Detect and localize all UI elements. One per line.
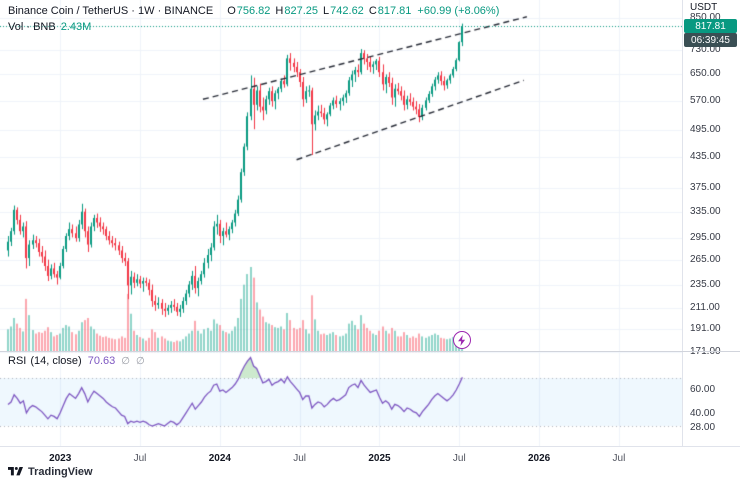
price-axis-label: 211.00 bbox=[690, 301, 720, 313]
price-scale-currency: USDT bbox=[690, 2, 718, 13]
circle-slash-icon: ∅ bbox=[121, 356, 130, 367]
high-label: H bbox=[275, 5, 284, 17]
time-axis-label: 2026 bbox=[527, 453, 551, 464]
open-value: 756.82 bbox=[236, 5, 271, 17]
volume-label: Vol · BNB bbox=[8, 21, 56, 33]
price-axis-label: 335.00 bbox=[690, 205, 721, 217]
last-price-badge: 817.81 bbox=[684, 19, 737, 34]
low-value: 742.62 bbox=[330, 5, 364, 17]
price-axis-label: 235.00 bbox=[690, 279, 721, 291]
price-axis-label: 295.00 bbox=[690, 232, 721, 244]
tradingview-logo-text: TradingView bbox=[28, 466, 93, 478]
price-axis-label: 435.00 bbox=[690, 151, 721, 163]
countdown-badge: 06:39:45 bbox=[684, 33, 737, 48]
symbol-title[interactable]: Binance Coin / TetherUS · 1W · BINANCE bbox=[8, 5, 214, 17]
low-label: L bbox=[323, 5, 330, 17]
price-axis-label: 375.00 bbox=[690, 182, 721, 194]
open-label: O bbox=[227, 5, 236, 17]
time-axis-label: 2024 bbox=[208, 453, 231, 464]
time-axis-label: 2025 bbox=[368, 453, 391, 464]
price-axis-label: 191.00 bbox=[690, 322, 721, 334]
price-axis-label: 265.00 bbox=[690, 254, 721, 266]
time-axis-label: Jul bbox=[612, 453, 626, 464]
time-axis-label: 2023 bbox=[49, 453, 72, 464]
rsi-legend[interactable]: RSI (14, close) 70.63 ∅ ∅ bbox=[8, 355, 145, 368]
close-value: 817.81 bbox=[377, 5, 412, 17]
lightning-bolt-icon bbox=[458, 334, 466, 346]
lightning-icon[interactable] bbox=[453, 331, 471, 349]
price-axis-label: 730.00 bbox=[690, 43, 721, 55]
circle-slash-icon: ∅ bbox=[135, 356, 145, 367]
tradingview-logo[interactable]: TradingView bbox=[8, 466, 93, 478]
change-value: +60.99 (+8.06%) bbox=[417, 5, 500, 17]
rsi-params: (14, close) bbox=[30, 355, 82, 367]
tradingview-logo-icon bbox=[8, 467, 23, 476]
rsi-value: 70.63 bbox=[87, 355, 116, 367]
volume-legend[interactable]: Vol · BNB 2.43M bbox=[8, 21, 91, 34]
time-axis-label: Jul bbox=[293, 453, 307, 464]
pane-divider[interactable] bbox=[0, 351, 740, 352]
time-axis-label: Jul bbox=[133, 453, 147, 464]
price-axis-label: 495.00 bbox=[690, 124, 721, 136]
rsi-axis-label: 60.00 bbox=[690, 384, 716, 395]
price-axis-label: 650.00 bbox=[690, 67, 721, 79]
rsi-axis-label: 28.00 bbox=[690, 422, 716, 434]
volume-value: 2.43M bbox=[60, 21, 92, 33]
close-label: C bbox=[368, 5, 377, 17]
time-axis-label: Jul bbox=[452, 453, 466, 464]
symbol-legend[interactable]: Binance Coin / TetherUS · 1W · BINANCE O… bbox=[8, 5, 499, 18]
high-value: 827.25 bbox=[284, 5, 319, 17]
price-axis-label: 570.00 bbox=[690, 95, 721, 107]
rsi-axis-label: 40.00 bbox=[690, 408, 716, 419]
rsi-title: RSI bbox=[8, 355, 27, 367]
price-axis-label: 850.00 bbox=[690, 12, 721, 23]
price-scale[interactable]: USDT 817.81 06:39:45 850.00 730.00 650.00 5… bbox=[682, 0, 740, 446]
time-scale[interactable]: 2023 Jul 2024 Jul 2025 Jul 2026 Jul bbox=[0, 446, 740, 487]
